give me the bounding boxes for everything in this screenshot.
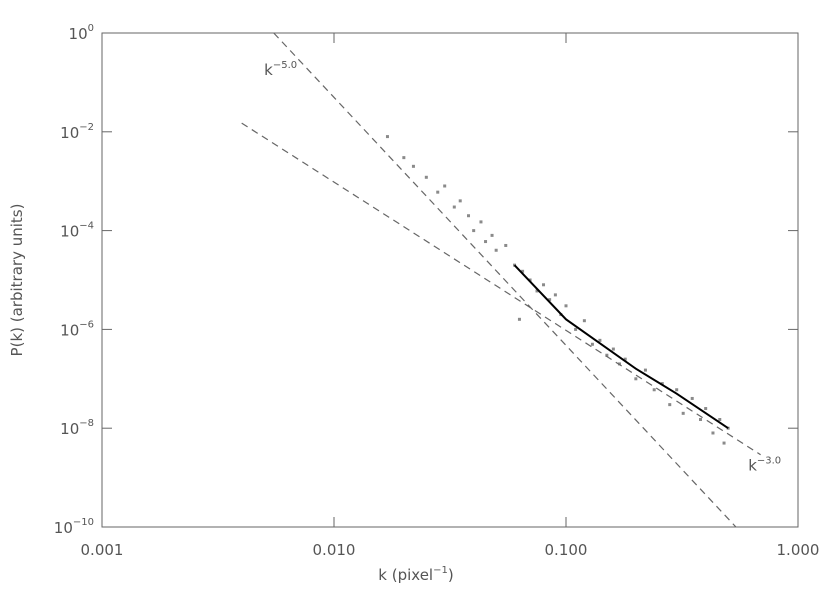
scatter-point — [675, 388, 679, 392]
y-tick-base: 10 — [60, 223, 79, 241]
annotation-exponent: −3.0 — [757, 455, 781, 466]
scatter-point — [490, 233, 494, 237]
x-axis-label-text: k (pixel — [378, 566, 433, 584]
scatter-point — [590, 342, 594, 346]
y-tick-base: 10 — [60, 321, 79, 339]
y-tick-label: 10−6 — [60, 319, 94, 339]
y-tick-base: 10 — [60, 420, 79, 438]
annotation: k−3.0 — [748, 455, 781, 474]
y-tick-base: 10 — [69, 25, 88, 43]
x-tick-label: 1.000 — [777, 541, 820, 559]
y-tick-label: 100 — [69, 23, 94, 43]
y-tick-base: 10 — [60, 124, 79, 142]
scatter-point — [643, 368, 647, 372]
y-tick-label: 10−10 — [54, 517, 94, 537]
scatter-point — [535, 289, 539, 293]
dashed-line — [273, 32, 737, 528]
annotation-base: k — [748, 456, 757, 474]
scatter-point — [652, 388, 656, 392]
plot-frame — [101, 32, 799, 528]
scatter-point — [681, 411, 685, 415]
dashed-line — [241, 122, 761, 456]
scatter-point — [553, 293, 557, 297]
y-tick-label: 10−4 — [60, 221, 94, 241]
scatter-point — [718, 418, 722, 422]
annotation-base: k — [264, 61, 273, 79]
y-tick-exponent: −6 — [79, 319, 94, 330]
x-tick-label: 0.100 — [545, 541, 588, 559]
annotation-exponent: −5.0 — [273, 60, 297, 71]
scatter-point — [472, 229, 476, 233]
scatter-point — [467, 214, 471, 218]
scatter-point — [711, 431, 715, 435]
y-tick-label: 10−2 — [60, 122, 94, 142]
scatter-point — [564, 304, 568, 308]
scatter-point — [598, 338, 602, 342]
scatter-point — [699, 418, 703, 422]
scatter-point — [443, 184, 447, 188]
scatter-point — [542, 283, 546, 287]
scatter-point — [548, 298, 552, 302]
scatter-point — [436, 190, 440, 194]
scatter-point — [623, 357, 627, 361]
scatter-point — [458, 199, 462, 203]
scatter-point — [479, 220, 483, 224]
scatter-point — [484, 240, 488, 244]
annotation: k−5.0 — [264, 60, 297, 79]
scatter-point — [528, 278, 532, 282]
x-tick-label: 0.010 — [313, 541, 356, 559]
scatter-point — [402, 156, 406, 160]
y-tick-base: 10 — [54, 519, 73, 537]
y-axis-label: P(k) (arbitrary units) — [8, 204, 26, 357]
scatter-point — [660, 382, 664, 386]
scatter-point — [385, 135, 389, 139]
scatter-point — [521, 269, 525, 273]
scatter-point — [611, 347, 615, 351]
scatter-point — [634, 377, 638, 381]
y-tick-exponent: −2 — [79, 122, 94, 133]
scatter-point — [494, 248, 498, 252]
scatter-point — [668, 403, 672, 407]
scatter-point — [411, 164, 415, 168]
x-axis-label-suffix: ) — [448, 566, 454, 584]
mean-line — [513, 264, 729, 430]
y-tick-exponent: −4 — [79, 221, 94, 232]
scatter-point — [704, 407, 708, 411]
x-axis-label: k (pixel−1) — [378, 565, 453, 584]
y-tick-label: 10−8 — [60, 418, 94, 438]
scatter-point — [690, 396, 694, 400]
scatter-point — [424, 175, 428, 179]
scatter-point — [722, 441, 726, 445]
x-tick-label: 0.001 — [81, 541, 124, 559]
scatter-point — [574, 327, 578, 331]
scatter-point — [605, 353, 609, 357]
x-axis-label-exponent: −1 — [433, 565, 448, 576]
scatter-point — [504, 243, 508, 247]
y-tick-exponent: −8 — [79, 418, 94, 429]
scatter-point — [452, 205, 456, 209]
y-tick-exponent: −10 — [73, 517, 94, 528]
scatter-point — [582, 319, 586, 323]
scatter-point — [517, 317, 521, 321]
y-tick-exponent: 0 — [88, 23, 94, 34]
